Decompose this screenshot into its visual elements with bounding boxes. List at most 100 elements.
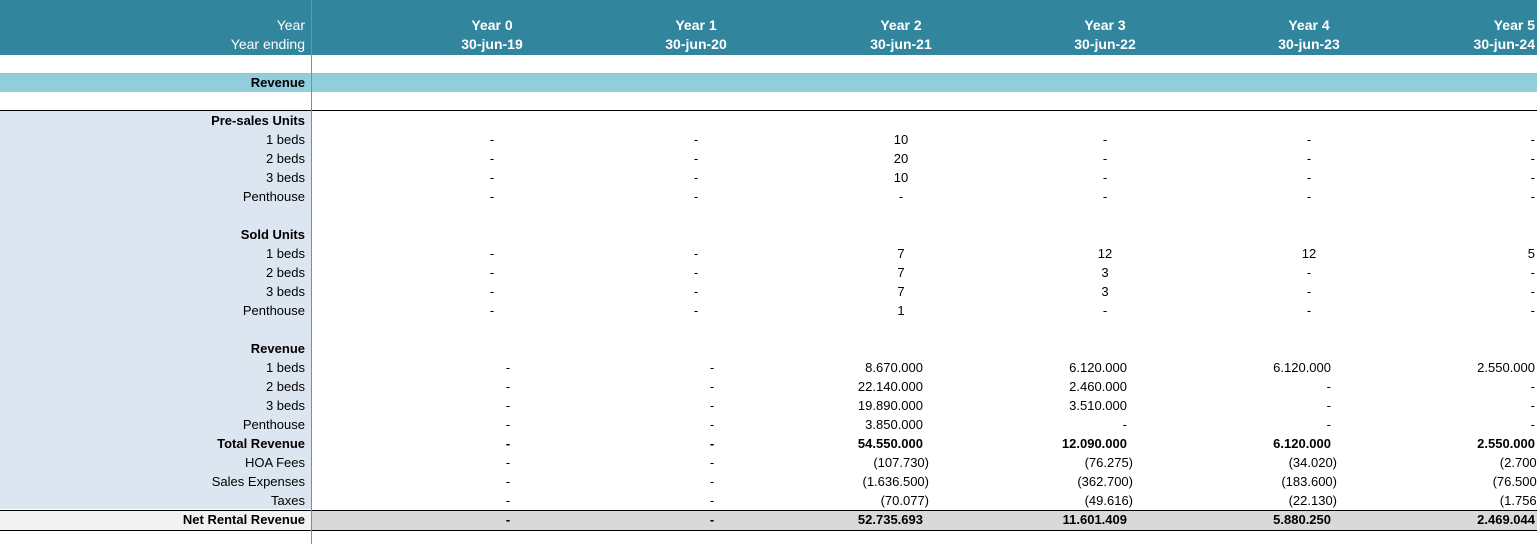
cell-2[interactable]: 20 <box>893 151 909 166</box>
cell-4[interactable]: - <box>1306 265 1312 280</box>
cell-4[interactable]: 5.880.250 <box>1273 512 1331 527</box>
cell-4[interactable]: - <box>1326 398 1331 413</box>
cell-3[interactable]: - <box>1102 189 1108 204</box>
cell-5[interactable]: - <box>1530 417 1535 432</box>
cell-0[interactable]: - <box>505 493 511 508</box>
cell-0[interactable]: - <box>489 151 495 166</box>
cell-5[interactable]: (2.700) <box>1499 455 1537 470</box>
cell-0[interactable]: - <box>489 170 495 185</box>
cell-2[interactable]: 7 <box>897 265 905 280</box>
cell-5[interactable]: 5 <box>1527 246 1535 261</box>
cell-1[interactable]: - <box>709 436 715 451</box>
cell-2[interactable]: 8.670.000 <box>865 360 923 375</box>
cell-0[interactable]: - <box>505 379 511 394</box>
cell-3[interactable]: (76.275) <box>1084 455 1133 470</box>
cell-1[interactable]: - <box>709 360 715 375</box>
cell-1[interactable]: - <box>693 246 699 261</box>
cell-0[interactable]: - <box>505 512 511 527</box>
cell-4[interactable]: (183.600) <box>1281 474 1337 489</box>
cell-5[interactable]: - <box>1530 303 1535 318</box>
cell-4[interactable]: 6.120.000 <box>1273 360 1331 375</box>
cell-2[interactable]: 54.550.000 <box>857 436 923 451</box>
cell-4[interactable]: (34.020) <box>1288 455 1337 470</box>
cell-4[interactable]: - <box>1326 379 1331 394</box>
cell-0[interactable]: - <box>505 436 511 451</box>
cell-0[interactable]: - <box>489 246 495 261</box>
cell-1[interactable]: - <box>709 417 715 432</box>
cell-3[interactable]: - <box>1102 132 1108 147</box>
cell-1[interactable]: - <box>709 493 715 508</box>
cell-1[interactable]: - <box>693 303 699 318</box>
cell-3[interactable]: 11.601.409 <box>1062 512 1127 527</box>
cell-4[interactable]: (22.130) <box>1288 493 1337 508</box>
cell-0[interactable]: - <box>489 132 495 147</box>
cell-5[interactable]: 2.550.000 <box>1477 360 1535 375</box>
cell-1[interactable]: - <box>709 379 715 394</box>
cell-2[interactable]: (1.636.500) <box>862 474 930 489</box>
cell-2[interactable]: 3.850.000 <box>865 417 923 432</box>
cell-2[interactable]: (70.077) <box>880 493 929 508</box>
cell-5[interactable]: - <box>1530 151 1535 166</box>
cell-5[interactable]: - <box>1530 132 1535 147</box>
cell-3[interactable]: 3 <box>1101 265 1109 280</box>
cell-0[interactable]: - <box>505 398 511 413</box>
cell-1[interactable]: - <box>693 132 699 147</box>
cell-5[interactable]: - <box>1530 284 1535 299</box>
cell-5[interactable]: - <box>1530 170 1535 185</box>
cell-2[interactable]: 10 <box>893 132 909 147</box>
cell-2[interactable]: 52.735.693 <box>857 512 923 527</box>
cell-2[interactable]: 7 <box>897 246 905 261</box>
cell-3[interactable]: 3 <box>1101 284 1109 299</box>
cell-1[interactable]: - <box>709 474 715 489</box>
cell-0[interactable]: - <box>505 417 511 432</box>
cell-4[interactable]: - <box>1306 303 1312 318</box>
cell-0[interactable]: - <box>505 360 511 375</box>
cell-5[interactable]: (1.756) <box>1499 493 1537 508</box>
cell-5[interactable]: 2.469.044 <box>1477 512 1535 527</box>
cell-2[interactable]: 22.140.000 <box>857 379 923 394</box>
cell-2[interactable]: 19.890.000 <box>857 398 923 413</box>
cell-5[interactable]: - <box>1530 398 1535 413</box>
cell-0[interactable]: - <box>489 189 495 204</box>
cell-4[interactable]: - <box>1306 189 1312 204</box>
cell-4[interactable]: 12 <box>1301 246 1317 261</box>
cell-2[interactable]: (107.730) <box>873 455 929 470</box>
cell-4[interactable]: - <box>1306 284 1312 299</box>
cell-4[interactable]: - <box>1326 417 1331 432</box>
cell-4[interactable]: - <box>1306 170 1312 185</box>
cell-3[interactable]: 12 <box>1097 246 1113 261</box>
cell-0[interactable]: - <box>505 455 511 470</box>
cell-3[interactable]: 12.090.000 <box>1061 436 1127 451</box>
cell-3[interactable]: - <box>1102 170 1108 185</box>
cell-1[interactable]: - <box>693 170 699 185</box>
cell-3[interactable]: 2.460.000 <box>1069 379 1127 394</box>
cell-5[interactable]: - <box>1530 379 1535 394</box>
cell-1[interactable]: - <box>709 398 715 413</box>
cell-0[interactable]: - <box>489 303 495 318</box>
cell-5[interactable]: - <box>1530 265 1535 280</box>
cell-3[interactable]: 6.120.000 <box>1069 360 1127 375</box>
cell-2[interactable]: - <box>898 189 904 204</box>
cell-1[interactable]: - <box>693 151 699 166</box>
cell-1[interactable]: - <box>693 189 699 204</box>
cell-5[interactable]: - <box>1530 189 1535 204</box>
cell-0[interactable]: - <box>489 284 495 299</box>
cell-3[interactable]: 3.510.000 <box>1069 398 1127 413</box>
cell-4[interactable]: - <box>1306 151 1312 166</box>
cell-1[interactable]: - <box>709 512 715 527</box>
cell-2[interactable]: 10 <box>893 170 909 185</box>
cell-1[interactable]: - <box>709 455 715 470</box>
cell-3[interactable]: - <box>1102 151 1108 166</box>
cell-1[interactable]: - <box>693 284 699 299</box>
cell-1[interactable]: - <box>693 265 699 280</box>
cell-4[interactable]: 6.120.000 <box>1273 436 1331 451</box>
cell-0[interactable]: - <box>489 265 495 280</box>
cell-3[interactable]: - <box>1102 303 1108 318</box>
cell-2[interactable]: 1 <box>897 303 905 318</box>
cell-2[interactable]: 7 <box>897 284 905 299</box>
cell-5[interactable]: (76.500) <box>1492 474 1537 489</box>
cell-3[interactable]: - <box>1122 417 1127 432</box>
cell-3[interactable]: (49.616) <box>1084 493 1133 508</box>
cell-3[interactable]: (362.700) <box>1077 474 1133 489</box>
cell-5[interactable]: 2.550.000 <box>1477 436 1535 451</box>
